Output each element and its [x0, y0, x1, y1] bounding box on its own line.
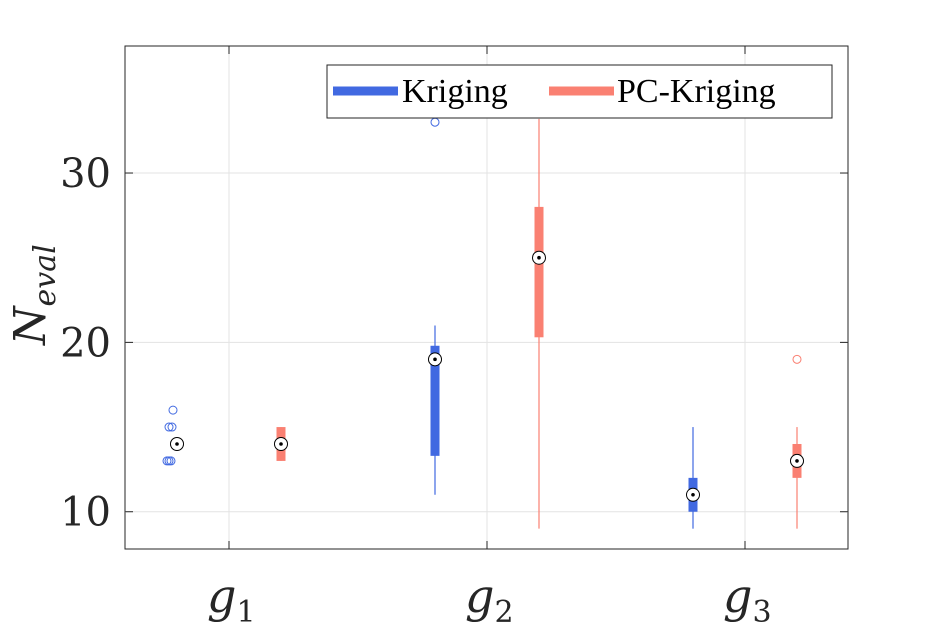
y-tick-label: 10: [60, 490, 111, 536]
y-tick-labels: 10 20 30: [60, 151, 111, 536]
median-dot-kriging: [691, 493, 695, 497]
x-tick-label-base: g: [207, 569, 236, 623]
x-tick-labels: g1 g2 g3: [207, 569, 772, 625]
plot-area: [124, 45, 849, 550]
median-dot-pc-kriging: [279, 442, 283, 446]
outlier-kriging: [164, 422, 174, 432]
x-tick-label-subscript: 3: [752, 595, 771, 625]
median-dot-kriging: [175, 442, 179, 446]
outlier-kriging: [166, 456, 176, 466]
legend-label-kriging: Kriging: [402, 73, 508, 110]
legend: Kriging PC-Kriging: [326, 64, 833, 119]
x-tick-label: g3: [723, 569, 772, 625]
x-tick-label: g2: [465, 569, 514, 625]
box-kriging: [430, 345, 440, 456]
median-dot-kriging: [433, 357, 437, 362]
y-axis-label: Neval: [5, 244, 63, 346]
legend-label-pc-kriging: PC-Kriging: [617, 73, 776, 110]
x-tick-label-base: g: [723, 569, 752, 623]
y-axis-label-base: N: [5, 305, 56, 346]
y-axis-label-subscript: eval: [28, 244, 63, 306]
x-tick-label-base: g: [465, 569, 494, 623]
box-pc-kriging: [534, 206, 544, 338]
x-tick-label-subscript: 1: [236, 595, 255, 625]
median-dot-pc-kriging: [537, 255, 541, 260]
x-tick-label-subscript: 2: [494, 595, 513, 625]
boxes: [162, 117, 804, 529]
median-dot-pc-kriging: [795, 459, 799, 463]
outlier-kriging: [167, 422, 177, 432]
x-tick-label: g1: [207, 569, 256, 625]
y-tick-label: 30: [60, 151, 111, 197]
y-tick-label: 20: [60, 320, 111, 366]
outlier-kriging: [168, 405, 178, 415]
outlier-pc-kriging: [792, 354, 802, 364]
grid: [125, 46, 848, 549]
ticks: [125, 46, 848, 549]
